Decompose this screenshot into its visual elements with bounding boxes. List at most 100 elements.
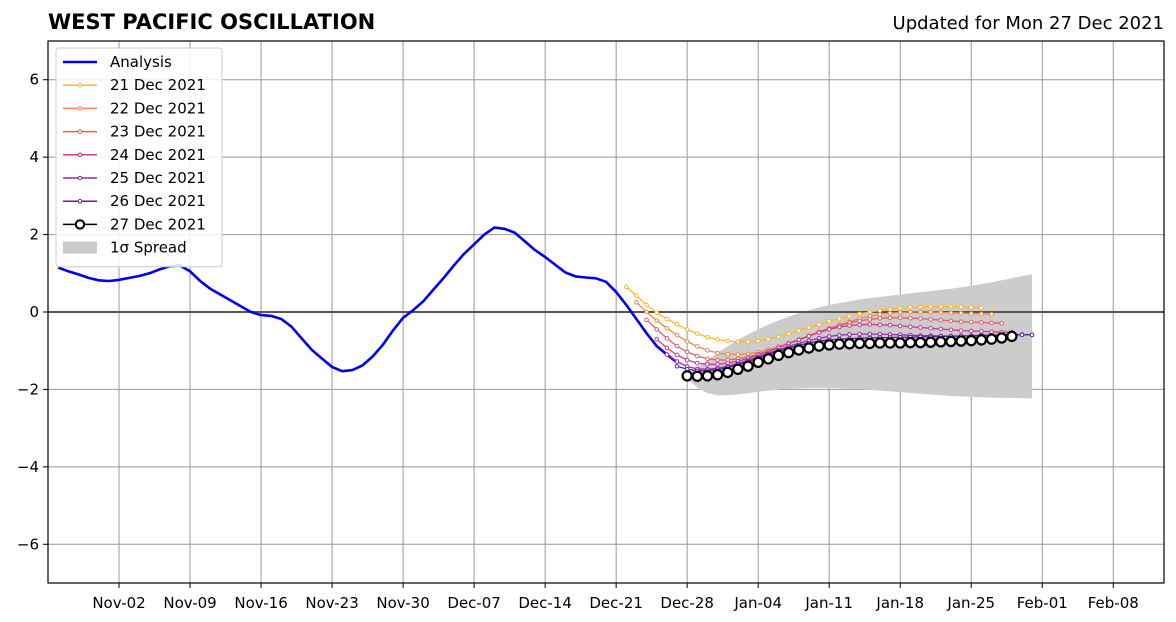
forecast-point: [989, 312, 994, 317]
forecast-point: [857, 331, 862, 337]
forecast-point: [695, 331, 700, 336]
forecast-point: [684, 339, 690, 344]
x-tick-label: Jan-04: [733, 594, 782, 612]
forecast-point: [776, 334, 781, 340]
forecast-point: [935, 336, 947, 348]
forecast-point: [813, 340, 825, 352]
forecast-point: [958, 328, 964, 333]
legend-marker: [77, 152, 83, 158]
forecast-point: [867, 322, 873, 327]
forecast-point: [664, 316, 670, 322]
y-tick-label: −6: [17, 535, 39, 553]
forecast-point: [864, 337, 876, 350]
legend-label: 23 Dec 2021: [110, 123, 206, 141]
x-tick-label: Dec-14: [518, 594, 572, 612]
y-tick-label: −2: [17, 380, 39, 398]
forecast-point: [715, 357, 720, 363]
legend-marker: [74, 219, 86, 230]
analysis-line: [57, 226, 678, 373]
forecast-point: [664, 336, 670, 341]
forecast-point: [826, 327, 832, 332]
forecast-point: [674, 363, 680, 369]
y-tick-label: 4: [29, 148, 39, 166]
forecast-point: [968, 328, 974, 334]
legend-entry: 23 Dec 2021: [63, 123, 206, 141]
forecast-point: [837, 324, 842, 330]
forecast-point: [755, 338, 761, 344]
forecast-point: [837, 316, 842, 321]
forecast-point: [877, 312, 883, 317]
forecast-point: [908, 315, 913, 321]
legend-entry: 1σ Spread: [63, 239, 187, 257]
legend-label: 24 Dec 2021: [110, 146, 206, 164]
forecast-point: [695, 353, 700, 359]
forecast-point: [989, 320, 994, 326]
legend-entry: 26 Dec 2021: [63, 192, 206, 210]
forecast-point: [826, 318, 832, 324]
forecast-point: [691, 370, 704, 382]
forecast-point: [918, 325, 923, 330]
forecast-point: [887, 322, 893, 328]
forecast-point: [928, 325, 933, 331]
forecast-layer: [623, 284, 1035, 382]
forecast-series: [681, 330, 1018, 382]
forecast-point: [1006, 330, 1018, 343]
forecast-point: [806, 325, 812, 330]
forecast-point: [833, 338, 846, 350]
forecast-point: [1019, 332, 1025, 338]
x-tick-label: Nov-02: [92, 594, 145, 612]
forecast-point: [897, 310, 903, 315]
forecast-point: [857, 318, 862, 324]
forecast-point: [674, 332, 680, 338]
forecast-point: [762, 353, 775, 365]
forecast-point: [654, 327, 660, 332]
forecast-point: [979, 320, 984, 325]
forecast-point: [867, 331, 873, 337]
forecast-point: [711, 369, 724, 381]
forecast-point: [715, 337, 720, 342]
legend-label: 25 Dec 2021: [110, 169, 206, 187]
legend-label: 26 Dec 2021: [110, 192, 206, 210]
forecast-point: [725, 338, 731, 344]
forecast-point: [796, 328, 802, 333]
forecast-point: [887, 306, 893, 312]
x-tick-label: Dec-21: [589, 594, 643, 612]
forecast-point: [948, 310, 954, 316]
forecast-point: [894, 337, 906, 349]
forecast-point: [705, 348, 710, 353]
forecast-point: [654, 310, 660, 316]
forecast-point: [897, 305, 903, 311]
legend-entry: 21 Dec 2021: [63, 76, 206, 94]
forecast-point: [695, 360, 700, 366]
forecast-point: [772, 349, 785, 362]
forecast-point: [938, 317, 944, 323]
forecast-point: [715, 361, 720, 367]
forecast-point: [877, 315, 883, 321]
forecast-point: [674, 322, 680, 327]
forecast-point: [1029, 332, 1035, 338]
chart-subtitle: Updated for Mon 27 Dec 2021: [892, 13, 1164, 34]
legend-swatch: [63, 241, 97, 254]
forecast-point: [623, 284, 629, 290]
forecast-point: [684, 357, 690, 363]
forecast-point: [968, 305, 974, 310]
forecast-point: [945, 335, 957, 348]
x-tick-label: Feb-01: [1017, 594, 1068, 612]
forecast-point: [887, 310, 893, 316]
x-tick-label: Dec-07: [447, 594, 501, 612]
forecast-point: [948, 304, 954, 309]
forecast-point: [705, 356, 710, 362]
forecast-point: [766, 336, 771, 342]
forecast-point: [806, 333, 812, 339]
forecast-point: [965, 334, 977, 347]
x-tick-label: Nov-23: [305, 594, 358, 612]
forecast-point: [681, 370, 693, 382]
forecast-point: [877, 308, 883, 313]
forecast-point: [803, 342, 815, 354]
forecast-point: [958, 304, 964, 310]
forecast-point: [752, 356, 764, 369]
forecast-point: [722, 366, 734, 379]
forecast-point: [793, 344, 805, 356]
forecast-point: [897, 323, 903, 329]
forecast-point: [674, 352, 680, 358]
